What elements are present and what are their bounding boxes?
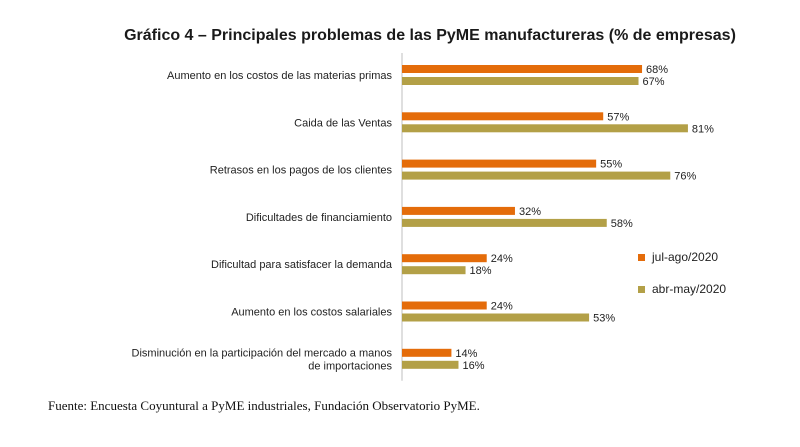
data-label: 67% — [643, 76, 665, 88]
category-label: Dificultad para satisfacer la demanda — [211, 259, 393, 271]
bar-jul-ago — [402, 301, 487, 310]
bar-abr-may — [402, 171, 671, 180]
category-label: Caida de las Ventas — [294, 117, 392, 129]
bar-jul-ago — [402, 254, 487, 263]
data-label: 18% — [470, 265, 492, 277]
legend-swatch — [638, 254, 645, 261]
data-label: 81% — [692, 123, 714, 135]
data-label: 32% — [519, 206, 541, 218]
category-label: Disminución en la participación del merc… — [132, 347, 393, 372]
data-label: 14% — [455, 348, 477, 360]
data-label: 24% — [491, 301, 513, 313]
bar-abr-may — [402, 313, 590, 322]
bar-abr-may — [402, 360, 459, 369]
data-label: 57% — [607, 111, 629, 123]
category-label: Retrasos en los pagos de los clientes — [210, 165, 393, 177]
bar-abr-may — [402, 266, 466, 275]
category-label: Dificultades de financiamiento — [246, 212, 392, 224]
legend-swatch — [638, 286, 645, 293]
chart-title: Gráfico 4 – Principales problemas de las… — [124, 27, 736, 44]
category-label: Aumento en los costos salariales — [231, 307, 392, 319]
source-note: Fuente: Encuesta Coyuntural a PyME indus… — [48, 398, 480, 413]
data-label: 53% — [593, 313, 615, 325]
bar-jul-ago — [402, 348, 452, 357]
data-label: 24% — [491, 253, 513, 265]
data-label: 58% — [611, 218, 633, 230]
bar-abr-may — [402, 218, 607, 227]
bar-jul-ago — [402, 159, 597, 168]
legend-label: abr-may/2020 — [652, 282, 726, 296]
data-label: 68% — [646, 64, 668, 76]
bar-jul-ago — [402, 112, 604, 121]
bar-abr-may — [402, 124, 688, 133]
bar-abr-may — [402, 77, 639, 85]
data-label: 16% — [462, 360, 484, 372]
category-label: Aumento en los costos de las materias pr… — [167, 70, 392, 82]
bar-jul-ago — [402, 65, 643, 73]
data-label: 55% — [600, 159, 622, 171]
data-label: 76% — [674, 171, 696, 183]
bar-jul-ago — [402, 206, 515, 215]
legend-label: jul-ago/2020 — [651, 250, 718, 264]
